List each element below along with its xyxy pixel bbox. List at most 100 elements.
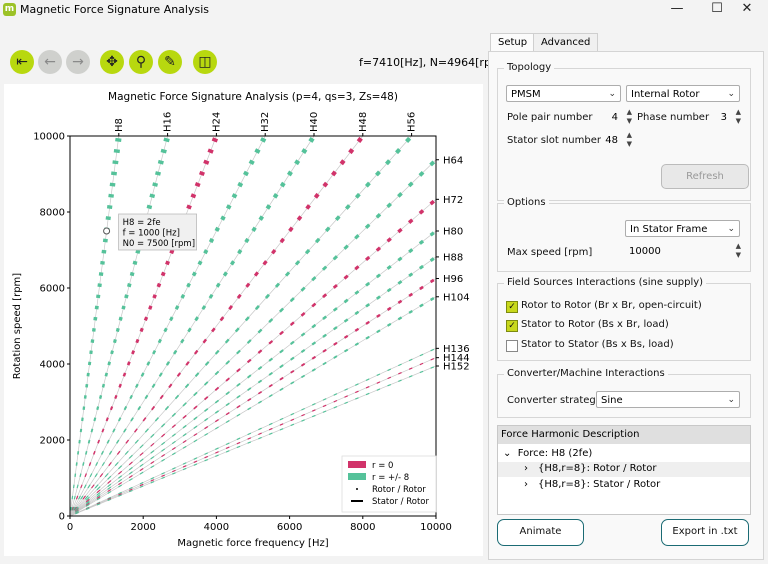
close-icon[interactable]: ✕ xyxy=(741,1,753,16)
harmonic-mark-H16 xyxy=(149,193,156,199)
minimize-icon[interactable]: — xyxy=(670,1,684,16)
harmonic-mark-H40 xyxy=(237,249,243,255)
tab-advanced[interactable]: Advanced xyxy=(533,33,599,51)
harmonic-mark-H144 xyxy=(118,493,122,496)
harmonic-mark-H64 xyxy=(321,265,328,271)
tab-setup[interactable]: Setup xyxy=(490,33,536,52)
machine-type-select[interactable]: PMSM ⌄ xyxy=(506,85,621,102)
stator-stator-checkbox[interactable] xyxy=(506,340,518,352)
back-arrow-icon[interactable]: ← xyxy=(38,50,62,74)
harmonic-mark-H72 xyxy=(322,293,328,299)
rotor-type-select[interactable]: Internal Rotor ⌄ xyxy=(626,85,740,102)
harmonic-mark-H56 xyxy=(254,305,260,311)
harmonic-mark-H96 xyxy=(96,495,101,500)
harmonic-mark-H152 xyxy=(355,397,359,400)
rotor-rotor-checkbox[interactable]: ✓ xyxy=(506,301,518,313)
animate-button[interactable]: Animate xyxy=(497,519,584,546)
harmonic-mark-H152 xyxy=(387,383,392,387)
harmonic-mark-H32 xyxy=(243,170,249,177)
harmonic-mark-H88 xyxy=(139,463,144,467)
spin-arrows-icon[interactable]: ▲ ▼ xyxy=(735,242,741,259)
app-logo-icon: m xyxy=(3,3,16,16)
zoom-icon[interactable]: ⚲ xyxy=(129,50,153,74)
converter-strategy-select[interactable]: Sine ⌄ xyxy=(596,391,740,408)
harmonic-mark-H56 xyxy=(294,260,301,266)
harmonic-mark-H48 xyxy=(348,148,355,155)
plot-panel[interactable]: Magnetic Force Signature Analysis (p=4, … xyxy=(4,84,483,556)
harmonic-mark-H88 xyxy=(193,425,198,429)
legend-label: r = +/- 8 xyxy=(372,473,409,483)
tree-child-item[interactable]: › {H8,r=8}: Rotor / Rotor xyxy=(498,462,750,477)
pole-pair-label: Pole pair number xyxy=(507,112,593,123)
harmonic-mark-H48 xyxy=(99,473,104,478)
harmonic-mark-H40 xyxy=(201,305,207,311)
x-tick-label: 2000 xyxy=(130,522,155,533)
harmonic-mark-H104 xyxy=(279,387,284,391)
harmonic-mark-H40 xyxy=(123,428,127,433)
harmonic-label-H136: H136 xyxy=(443,344,470,355)
spin-arrows-icon[interactable]: ▲ ▼ xyxy=(626,108,632,125)
forward-arrow-icon[interactable]: → xyxy=(66,50,90,74)
export-button[interactable]: Export in .txt xyxy=(661,519,749,546)
harmonic-mark-H96 xyxy=(354,327,360,332)
edit-axis-icon[interactable]: ✎ xyxy=(158,50,182,74)
harmonic-mark-H144 xyxy=(172,469,176,473)
pan-icon[interactable]: ✥ xyxy=(100,50,124,74)
harmonic-mark-H40 xyxy=(151,383,156,389)
harmonic-mark-H72 xyxy=(150,442,155,447)
harmonic-mark-H24 xyxy=(131,350,136,355)
harmonic-mark-H80 xyxy=(311,323,317,329)
harmonic-mark-H144 xyxy=(365,385,370,389)
harmonic-mark-H144 xyxy=(128,488,133,491)
harmonic-mark-H152 xyxy=(161,476,165,480)
harmonic-mark-H136 xyxy=(430,348,435,352)
harmonic-mark-H48 xyxy=(108,461,112,467)
force-signature-chart[interactable]: Magnetic Force Signature Analysis (p=4, … xyxy=(4,84,483,556)
harmonic-mark-H144 xyxy=(236,441,241,445)
harmonic-mark-H80 xyxy=(290,340,295,346)
harmonic-mark-H40 xyxy=(80,495,84,500)
harmonic-mark-H136 xyxy=(150,476,155,480)
max-speed-spinbox[interactable]: 10000 ▲ ▼ xyxy=(625,242,741,260)
stator-rotor-checkbox[interactable]: ✓ xyxy=(506,320,518,332)
tree-root-item[interactable]: ⌄ Force: H8 (2fe) xyxy=(503,448,592,459)
spin-arrows-icon[interactable]: ▲ ▼ xyxy=(626,131,632,148)
tree-child-item[interactable]: › {H8,r=8}: Stator / Rotor xyxy=(498,478,750,493)
legend-label: Rotor / Rotor xyxy=(372,485,426,495)
harmonic-mark-H64 xyxy=(203,381,209,386)
harmonic-mark-H24 xyxy=(109,406,114,411)
harmonic-mark-H32 xyxy=(237,181,244,188)
harmonic-mark-H144 xyxy=(139,483,144,487)
harmonic-mark-H64 xyxy=(182,402,187,407)
harmonic-mark-H96 xyxy=(204,426,209,430)
pole-pair-spinbox[interactable]: 4 ▲ ▼ xyxy=(596,108,632,126)
phase-spinbox[interactable]: 3 ▲ ▼ xyxy=(705,108,741,126)
refresh-button[interactable]: Refresh xyxy=(661,164,749,189)
save-icon[interactable]: ◫ xyxy=(193,50,217,74)
force-harmonic-tree[interactable]: Force Harmonic Description ⌄ Force: H8 (… xyxy=(497,425,751,515)
harmonic-mark-H32 xyxy=(248,159,255,166)
harmonic-mark-H104 xyxy=(386,322,392,327)
harmonic-mark-H64 xyxy=(161,423,166,428)
legend-label: Stator / Rotor xyxy=(372,497,429,507)
harmonic-mark-H16 xyxy=(101,383,106,388)
frame-select[interactable]: In Stator Frame ⌄ xyxy=(625,220,740,237)
harmonic-mark-H56 xyxy=(204,361,210,366)
harmonic-mark-H64 xyxy=(364,223,371,230)
harmonic-mark-H32 xyxy=(95,462,99,467)
harmonic-mark-H40 xyxy=(187,327,192,333)
harmonic-mark-H48 xyxy=(176,372,182,377)
harmonic-mark-H40 xyxy=(258,215,265,221)
harmonic-mark-H88 xyxy=(257,379,263,384)
harmonic-mark-H144 xyxy=(107,497,112,501)
harmonic-mark-H88 xyxy=(322,333,327,338)
spin-arrows-icon[interactable]: ▲ ▼ xyxy=(735,108,741,125)
y-tick-label: 6000 xyxy=(40,284,65,295)
harmonic-mark-H152 xyxy=(408,375,413,378)
home-icon[interactable]: ⇤ xyxy=(10,50,34,74)
annotation-text: H8 = 2fe xyxy=(123,218,161,228)
harmonic-mark-H40 xyxy=(229,260,236,266)
maximize-icon[interactable]: ☐ xyxy=(711,1,723,16)
harmonic-mark-H16 xyxy=(70,506,73,511)
stator-slot-spinbox[interactable]: 48 ▲ ▼ xyxy=(596,131,632,149)
